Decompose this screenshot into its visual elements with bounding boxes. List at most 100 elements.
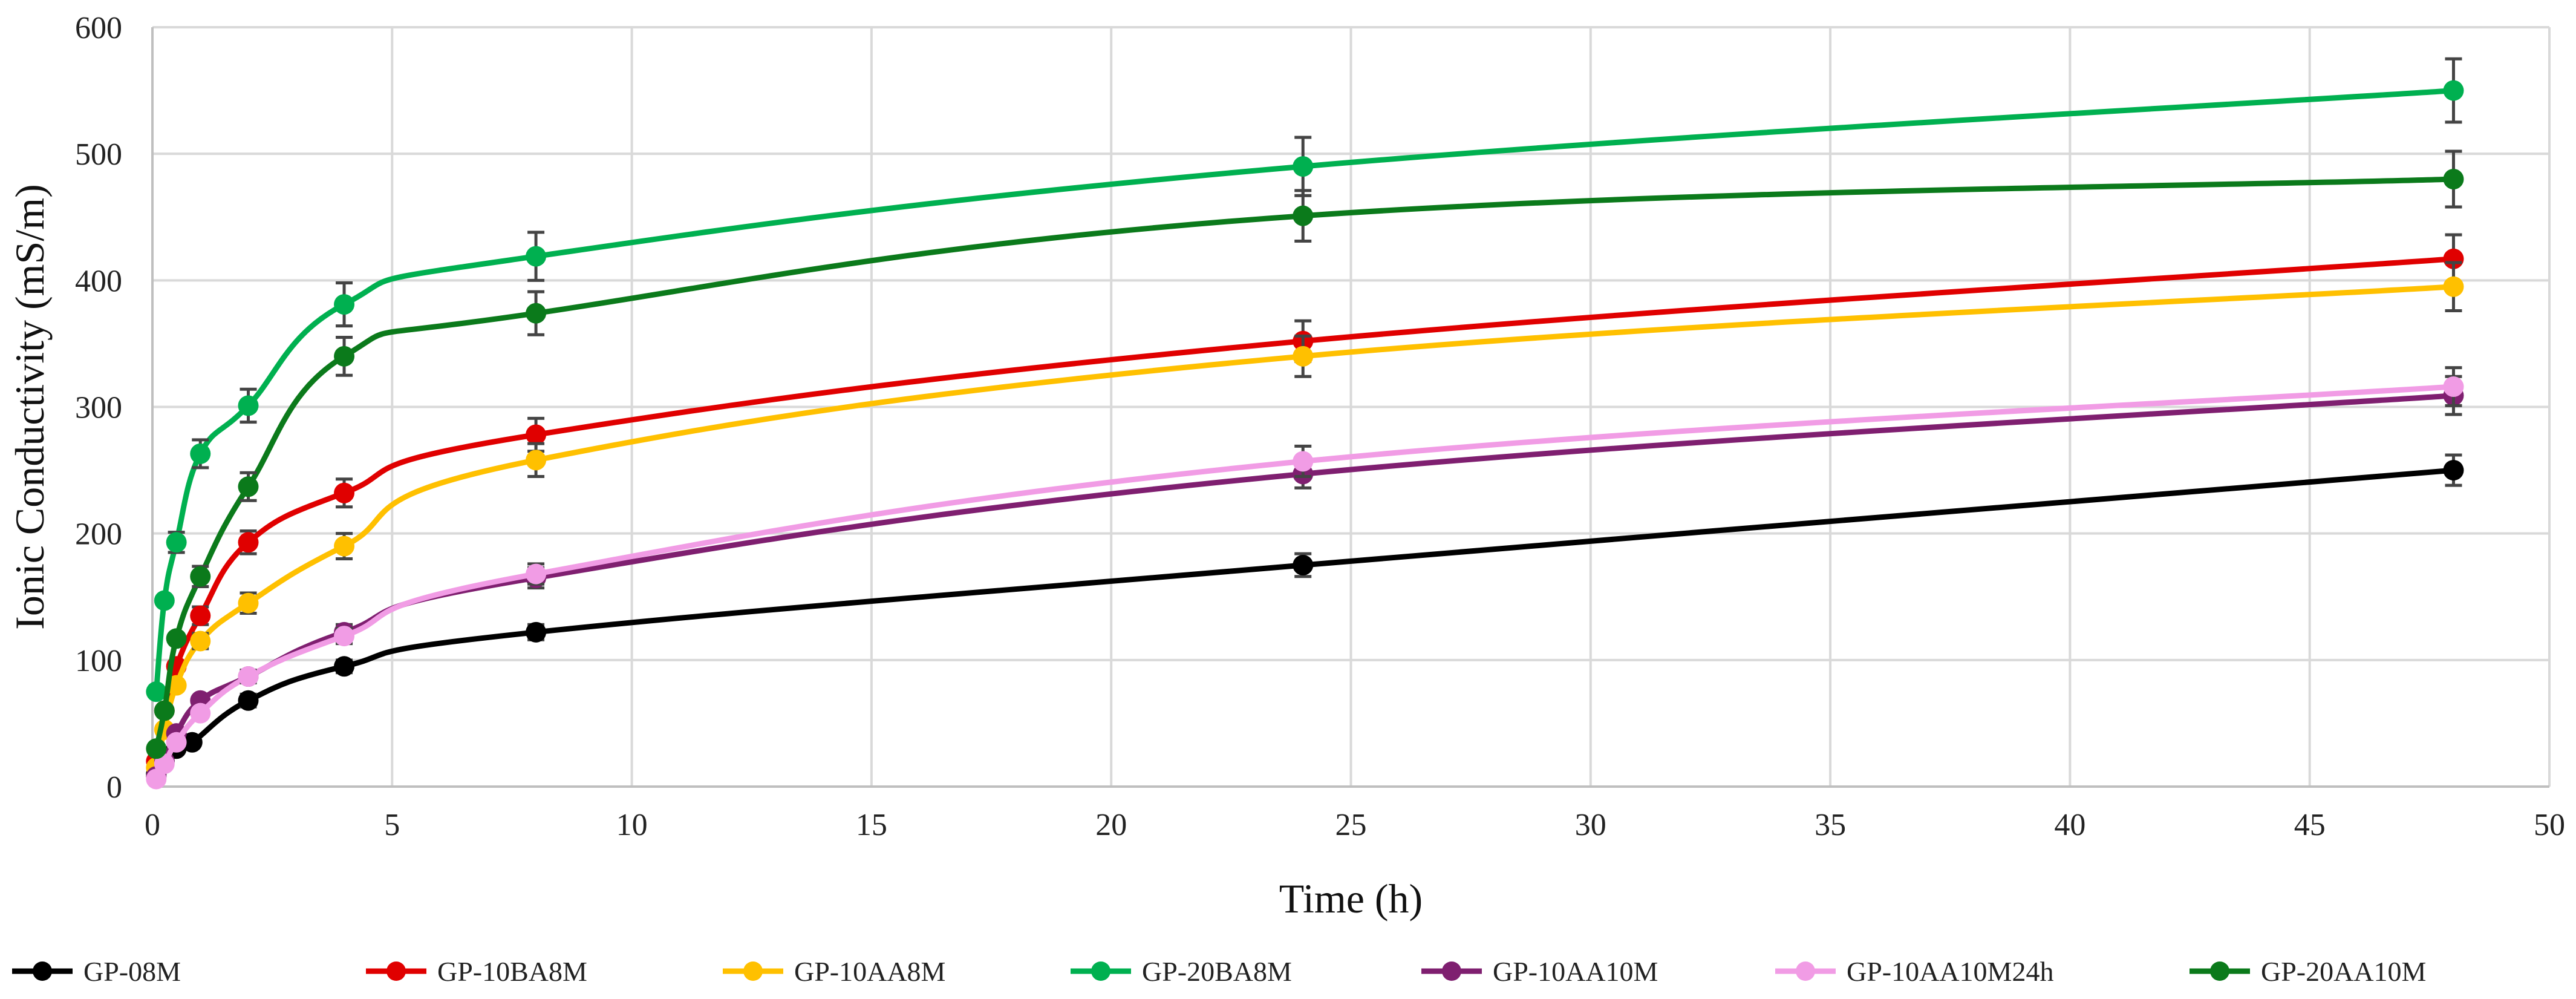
data-point	[166, 628, 187, 649]
x-tick-label: 0	[145, 808, 160, 842]
data-point	[146, 681, 167, 703]
y-tick-label: 0	[106, 770, 122, 805]
legend-swatch-marker	[743, 961, 763, 981]
data-point	[526, 424, 547, 445]
data-point	[190, 631, 211, 652]
legend-swatch-marker	[386, 961, 406, 981]
data-point	[334, 656, 355, 677]
legend-label: GP-10AA8M	[794, 956, 945, 987]
legend-label: GP-10BA8M	[437, 956, 587, 987]
data-point	[526, 563, 547, 585]
legend-swatch-marker	[1091, 961, 1110, 981]
data-point	[154, 700, 175, 721]
y-tick-label: 200	[75, 517, 122, 552]
legend-swatch-marker	[1442, 961, 1461, 981]
legend-item: GP-10AA10M24h	[1775, 956, 2053, 987]
series-layer	[146, 57, 2464, 790]
data-point	[146, 768, 167, 790]
series-gp-10aa10m24h	[146, 366, 2464, 790]
x-tick-label: 25	[1335, 808, 1367, 842]
data-point	[1293, 205, 1314, 226]
data-point	[334, 482, 355, 503]
data-point	[334, 346, 355, 367]
legend-item: GP-10AA10M	[1421, 956, 1658, 987]
data-point	[238, 592, 259, 614]
series-gp-20ba8m	[146, 57, 2464, 703]
data-point	[2443, 169, 2464, 189]
data-point	[190, 605, 211, 626]
legend-item: GP-10BA8M	[366, 956, 587, 987]
y-axis-title: Ionic Conductivity (mS/m)	[7, 184, 53, 630]
series-line	[153, 88, 2456, 695]
legend-item: GP-08M	[12, 956, 181, 987]
data-point	[238, 666, 259, 687]
series-gp-20aa10m	[146, 149, 2464, 759]
legend-item: GP-20AA10M	[2190, 956, 2426, 987]
x-tick-label: 5	[384, 808, 400, 842]
data-point	[526, 450, 547, 471]
data-point	[2443, 80, 2464, 101]
tick-labels: 0 100 200 300 400 500 600 0 5 10 15 20 25 30 35 40 45 50	[75, 11, 2565, 842]
data-point	[154, 590, 175, 611]
data-point	[190, 566, 211, 587]
axes	[151, 27, 2549, 788]
legend-label: GP-20BA8M	[1142, 956, 1292, 987]
x-tick-label: 35	[1815, 808, 1846, 842]
legend-item: GP-10AA8M	[723, 956, 945, 987]
data-point	[166, 732, 187, 753]
x-tick-label: 45	[2294, 808, 2326, 842]
legend-item: GP-20BA8M	[1071, 956, 1292, 987]
data-point	[2443, 276, 2464, 297]
series-line	[153, 256, 2456, 764]
x-tick-label: 50	[2534, 808, 2565, 842]
y-tick-label: 500	[75, 137, 122, 172]
data-point	[526, 303, 547, 324]
data-point	[238, 690, 259, 711]
data-point	[181, 732, 203, 753]
data-point	[190, 703, 211, 724]
y-tick-label: 300	[75, 391, 122, 425]
data-point	[1293, 451, 1314, 472]
series-gp-10ba8m	[146, 233, 2464, 772]
data-point	[190, 443, 211, 464]
y-tick-label: 600	[75, 11, 122, 45]
data-point	[238, 395, 259, 416]
series-line	[153, 284, 2456, 771]
data-point	[2443, 460, 2464, 481]
data-point	[146, 738, 167, 759]
data-point	[1293, 346, 1314, 367]
x-tick-label: 15	[856, 808, 887, 842]
legend-swatch-marker	[33, 961, 52, 981]
data-point	[334, 626, 355, 647]
legend-swatch-marker	[2210, 961, 2229, 981]
data-point	[166, 532, 187, 553]
grid	[151, 26, 2551, 788]
x-axis-title: Time (h)	[1279, 876, 1423, 922]
series-line	[153, 176, 2456, 752]
data-point	[1293, 554, 1314, 575]
x-tick-label: 10	[616, 808, 648, 842]
data-point	[154, 753, 175, 775]
data-point	[526, 246, 547, 267]
legend-label: GP-10AA10M24h	[1847, 956, 2053, 987]
x-tick-label: 40	[2054, 808, 2085, 842]
data-point	[238, 476, 259, 497]
data-point	[2443, 376, 2464, 398]
data-point	[526, 621, 547, 643]
legend-swatch-marker	[1796, 961, 1815, 981]
legend-label: GP-10AA10M	[1493, 956, 1658, 987]
x-tick-label: 20	[1095, 808, 1127, 842]
y-tick-label: 100	[75, 644, 122, 678]
x-tick-label: 30	[1575, 808, 1606, 842]
legend-label: GP-20AA10M	[2261, 956, 2426, 987]
y-tick-label: 400	[75, 264, 122, 298]
legend-label: GP-08M	[83, 956, 181, 987]
legend: GP-08M GP-10BA8M GP-10AA8M GP-20BA8M GP-10AA…	[12, 956, 2426, 987]
data-point	[1293, 156, 1314, 177]
data-point	[238, 532, 259, 553]
data-point	[334, 294, 355, 315]
series-line	[153, 467, 2456, 777]
series-gp-08m	[146, 453, 2464, 785]
data-point	[334, 536, 355, 557]
